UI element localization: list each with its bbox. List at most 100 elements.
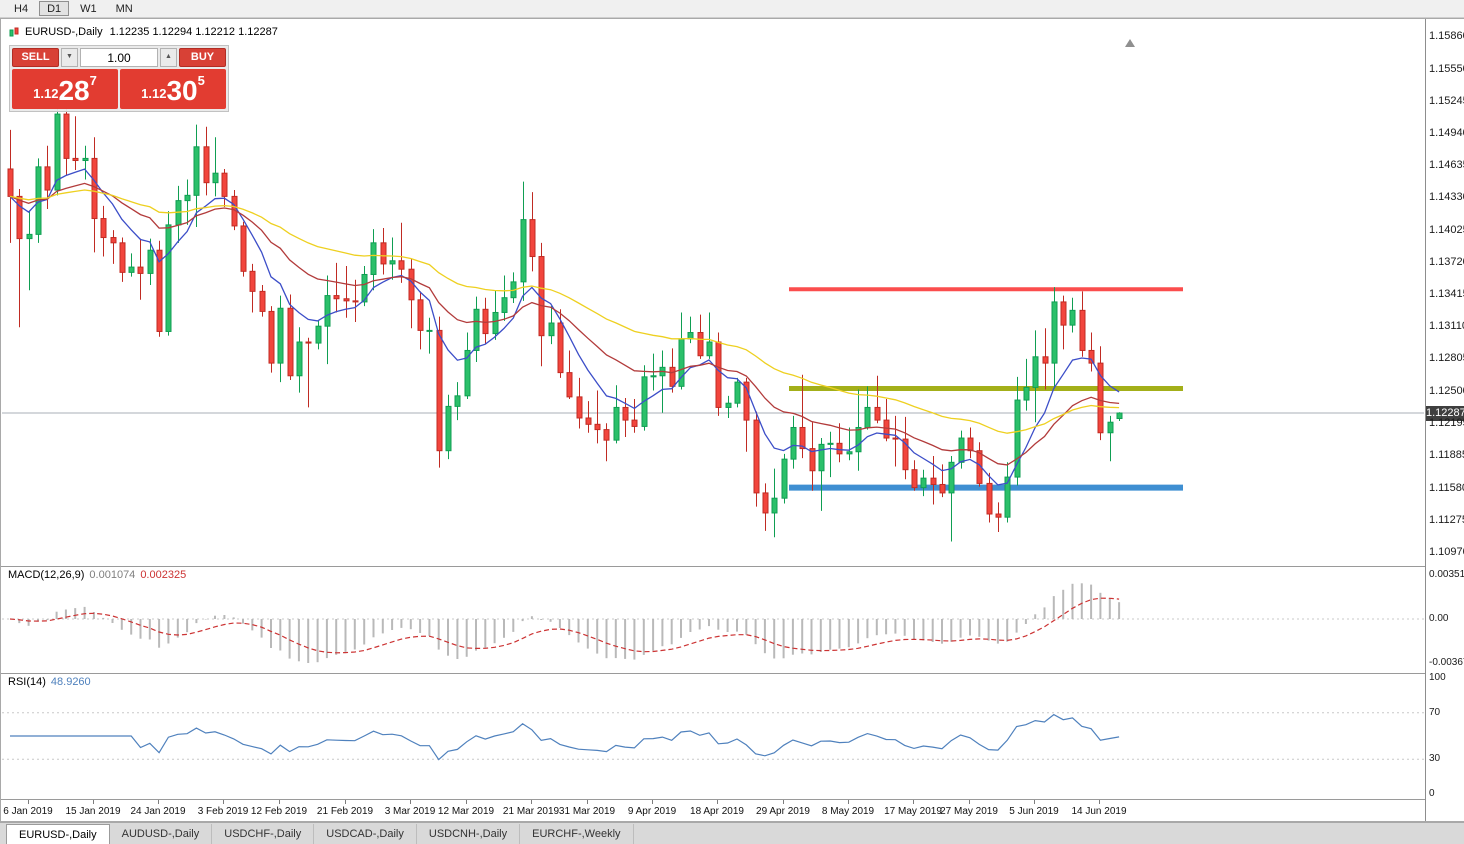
tab-usdchf-daily[interactable]: USDCHF-,Daily bbox=[212, 824, 315, 844]
macd-header: MACD(12,26,9) 0.001074 0.002325 bbox=[8, 569, 186, 581]
macd-signal-value: 0.002325 bbox=[140, 569, 187, 581]
timeframe-button-h4[interactable]: H4 bbox=[14, 3, 29, 15]
date-label: 5 Jun 2019 bbox=[1009, 806, 1059, 817]
macd-main-value: 0.001074 bbox=[89, 569, 136, 581]
macd-axis-label: 0.00 bbox=[1429, 613, 1449, 624]
date-tick bbox=[28, 800, 29, 804]
price-axis-label: 1.11275 bbox=[1429, 514, 1464, 526]
date-label: 12 Feb 2019 bbox=[250, 806, 308, 817]
price-axis-label: 1.13720 bbox=[1429, 256, 1464, 268]
tab-eurusd-daily[interactable]: EURUSD-,Daily bbox=[6, 824, 110, 844]
rsi-axis-label: 100 bbox=[1429, 672, 1446, 683]
volume-increase-button[interactable]: ▲ bbox=[160, 48, 177, 67]
rsi-axis-label: 0 bbox=[1429, 788, 1435, 799]
date-tick bbox=[410, 800, 411, 804]
chart-shift-marker[interactable] bbox=[1125, 39, 1135, 47]
buy-price-big: 30 bbox=[166, 75, 198, 106]
current-price-badge: 1.12287 bbox=[1426, 406, 1464, 421]
timeframe-toolbar: H4 D1 W1 MN bbox=[0, 0, 1464, 18]
price-axis: 1.12287 1.15860 1.15550 1.15245 1.14940 1.14… bbox=[1425, 19, 1464, 821]
tab-audusd-daily[interactable]: AUDUSD-,Daily bbox=[110, 824, 213, 844]
date-label: 29 Apr 2019 bbox=[756, 806, 810, 817]
macd-axis-label: -0.00367 bbox=[1429, 657, 1464, 668]
buy-price-display[interactable]: 1.12 30 5 bbox=[120, 69, 226, 109]
date-label: 6 Jan 2019 bbox=[3, 806, 53, 817]
date-tick bbox=[466, 800, 467, 804]
main-chart-canvas[interactable] bbox=[2, 23, 1424, 566]
price-axis-label: 1.15860 bbox=[1429, 30, 1464, 42]
sell-button[interactable]: SELL bbox=[12, 48, 59, 67]
rsi-axis-label: 30 bbox=[1429, 753, 1441, 764]
price-axis-label: 1.14330 bbox=[1429, 191, 1464, 203]
price-axis-label: 1.12805 bbox=[1429, 352, 1464, 364]
date-tick bbox=[717, 800, 718, 804]
date-label: 24 Jan 2019 bbox=[130, 806, 186, 817]
macd-label: MACD(12,26,9) bbox=[8, 569, 85, 581]
date-tick bbox=[1034, 800, 1035, 804]
date-tick bbox=[531, 800, 532, 804]
date-tick bbox=[223, 800, 224, 804]
buy-price-prefix: 1.12 bbox=[141, 86, 167, 101]
price-axis-label: 1.11580 bbox=[1429, 482, 1464, 494]
timeframe-button-d1[interactable]: D1 bbox=[39, 1, 70, 16]
date-label: 17 May 2019 bbox=[884, 806, 942, 817]
date-label: 14 Jun 2019 bbox=[1071, 806, 1127, 817]
buy-button[interactable]: BUY bbox=[179, 48, 226, 67]
date-tick bbox=[93, 800, 94, 804]
price-axis-label: 1.15550 bbox=[1429, 63, 1464, 75]
rsi-panel-separator[interactable] bbox=[1, 673, 1463, 674]
date-tick bbox=[345, 800, 346, 804]
macd-panel-separator[interactable] bbox=[1, 566, 1463, 567]
rsi-label: RSI(14) bbox=[8, 676, 46, 688]
chart-ohlc-values: 1.12235 1.12294 1.12212 1.12287 bbox=[109, 26, 278, 38]
rsi-panel-canvas[interactable] bbox=[2, 674, 1424, 799]
tab-usdcad-daily[interactable]: USDCAD-,Daily bbox=[314, 824, 417, 844]
date-label: 15 Jan 2019 bbox=[65, 806, 121, 817]
date-label: 31 Mar 2019 bbox=[558, 806, 616, 817]
price-axis-label: 1.14025 bbox=[1429, 224, 1464, 236]
date-axis-separator bbox=[1, 799, 1463, 800]
chart-title: EURUSD-,Daily 1.12235 1.12294 1.12212 1.… bbox=[9, 26, 278, 38]
date-tick bbox=[783, 800, 784, 804]
price-axis-label: 1.12500 bbox=[1429, 385, 1464, 397]
chart-icon bbox=[9, 27, 20, 38]
price-axis-label: 1.12195 bbox=[1429, 417, 1464, 429]
chart-tab-bar: EURUSD-,Daily AUDUSD-,Daily USDCHF-,Daily U… bbox=[0, 822, 1464, 844]
date-label: 21 Mar 2019 bbox=[502, 806, 560, 817]
date-tick bbox=[848, 800, 849, 804]
date-label: 21 Feb 2019 bbox=[316, 806, 374, 817]
date-tick bbox=[969, 800, 970, 804]
timeframe-button-mn[interactable]: MN bbox=[115, 3, 133, 15]
timeframe-button-w1[interactable]: W1 bbox=[80, 3, 97, 15]
sell-price-sup: 7 bbox=[89, 73, 97, 88]
date-label: 18 Apr 2019 bbox=[690, 806, 744, 817]
tab-usdcnh-daily[interactable]: USDCNH-,Daily bbox=[417, 824, 521, 844]
volume-input[interactable] bbox=[80, 48, 158, 67]
date-tick bbox=[279, 800, 280, 804]
macd-panel-canvas[interactable] bbox=[2, 567, 1424, 672]
date-tick bbox=[913, 800, 914, 804]
price-axis-label: 1.14635 bbox=[1429, 159, 1464, 171]
sell-price-display[interactable]: 1.12 28 7 bbox=[12, 69, 118, 109]
date-tick bbox=[158, 800, 159, 804]
chart-symbol-period: EURUSD-,Daily bbox=[25, 26, 103, 38]
chart-window: EURUSD-,Daily 1.12235 1.12294 1.12212 1.… bbox=[0, 18, 1464, 822]
date-label: 27 May 2019 bbox=[940, 806, 998, 817]
tab-eurchf-weekly[interactable]: EURCHF-,Weekly bbox=[520, 824, 634, 844]
rsi-axis-label: 70 bbox=[1429, 707, 1441, 718]
volume-decrease-button[interactable]: ▼ bbox=[61, 48, 78, 67]
date-label: 12 Mar 2019 bbox=[437, 806, 495, 817]
price-axis-label: 1.15245 bbox=[1429, 95, 1464, 107]
buy-price-sup: 5 bbox=[197, 73, 205, 88]
sell-price-prefix: 1.12 bbox=[33, 86, 59, 101]
price-axis-label: 1.13415 bbox=[1429, 288, 1464, 300]
price-axis-label: 1.14940 bbox=[1429, 127, 1464, 139]
date-label: 8 May 2019 bbox=[821, 806, 875, 817]
date-tick bbox=[587, 800, 588, 804]
macd-axis-label: 0.003518 bbox=[1429, 569, 1464, 580]
date-label: 3 Feb 2019 bbox=[197, 806, 249, 817]
sell-price-big: 28 bbox=[58, 75, 90, 106]
rsi-header: RSI(14) 48.9260 bbox=[8, 676, 91, 688]
date-axis: 6 Jan 2019 15 Jan 2019 24 Jan 2019 3 Feb 20… bbox=[1, 800, 1425, 821]
